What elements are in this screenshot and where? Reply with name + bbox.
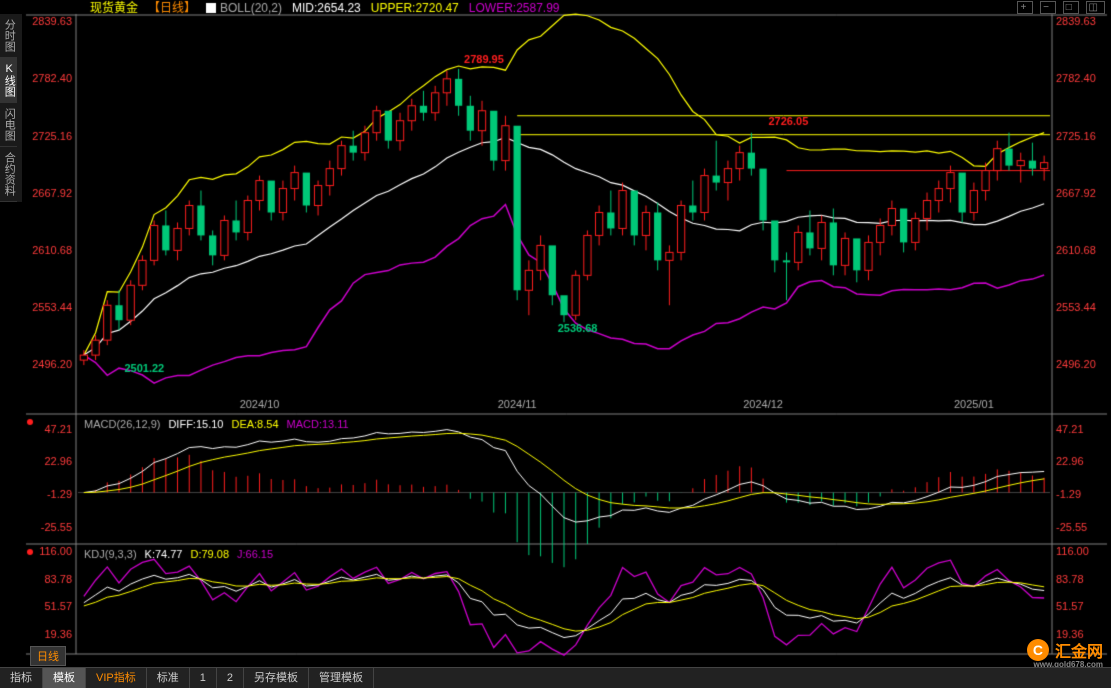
watermark-logo-icon: C — [1027, 639, 1049, 661]
toolbar-btn-2[interactable]: − — [1040, 1, 1056, 14]
trading-chart-canvas[interactable] — [0, 0, 1111, 688]
sidebar-tab-3[interactable]: 合约资料 — [0, 147, 17, 202]
bottombar-btn-0[interactable]: 指标 — [0, 668, 43, 688]
bottombar-btn-6[interactable]: 另存模板 — [244, 668, 309, 688]
top-right-toolbar: + − □ ◫ — [1017, 2, 1105, 13]
bottombar-btn-2[interactable]: VIP指标 — [86, 668, 147, 688]
watermark: C 汇金网 www.gold678.com — [1027, 638, 1103, 662]
toolbar-btn-1[interactable]: + — [1017, 1, 1033, 14]
sidebar-tab-1[interactable]: K线图 — [0, 58, 17, 103]
bottombar-btn-3[interactable]: 标准 — [147, 668, 190, 688]
toolbar-btn-3[interactable]: □ — [1063, 1, 1079, 14]
chart-type-sidebar: 分时图K线图闪电图合约资料 — [0, 14, 22, 202]
sidebar-tab-2[interactable]: 闪电图 — [0, 103, 17, 147]
timeframe-badge[interactable]: 日线 — [30, 646, 66, 666]
bottom-toolbar: 指标模板VIP指标标准12另存模板管理模板 — [0, 667, 1111, 688]
bottombar-btn-7[interactable]: 管理模板 — [309, 668, 374, 688]
bottombar-btn-4[interactable]: 1 — [190, 668, 217, 688]
sidebar-tab-0[interactable]: 分时图 — [0, 14, 17, 58]
toolbar-btn-4[interactable]: ◫ — [1086, 1, 1105, 14]
bottombar-btn-5[interactable]: 2 — [217, 668, 244, 688]
watermark-text: 汇金网 — [1055, 638, 1103, 662]
bottombar-btn-1[interactable]: 模板 — [43, 668, 86, 688]
